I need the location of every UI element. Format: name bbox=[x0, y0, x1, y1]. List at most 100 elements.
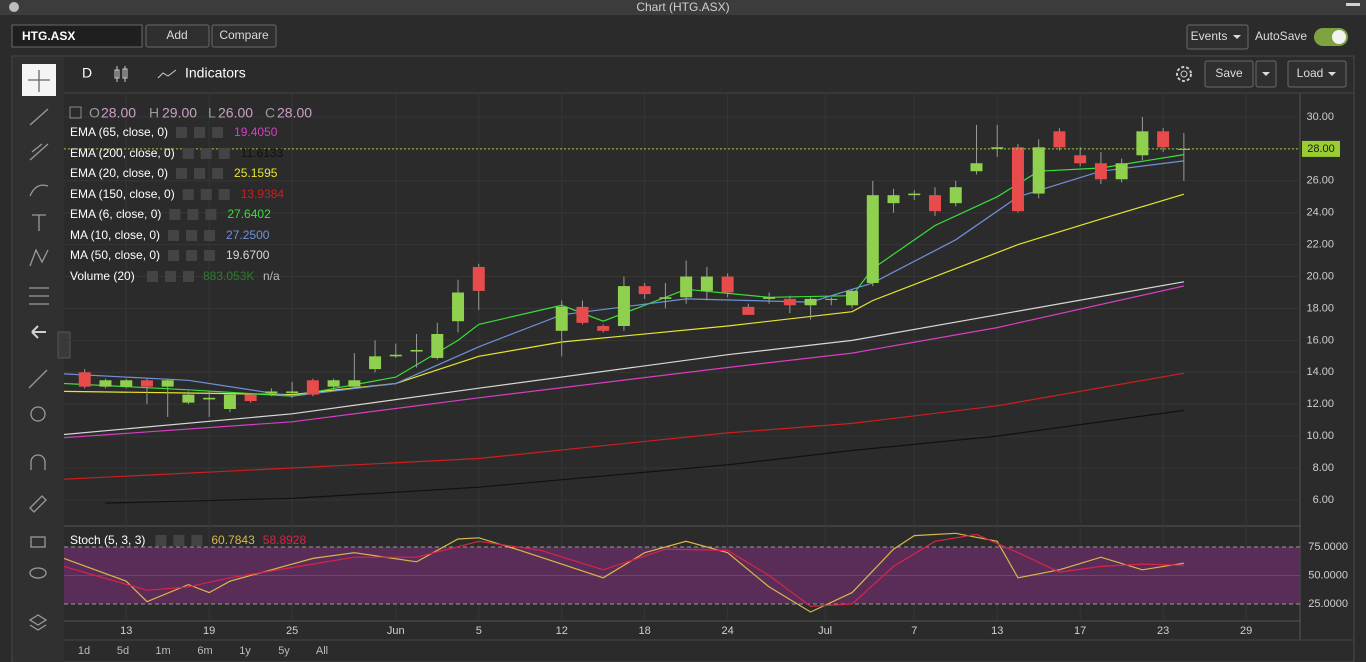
legend-icon[interactable] bbox=[176, 127, 188, 138]
legend-icon[interactable] bbox=[187, 209, 199, 220]
add-button[interactable] bbox=[145, 24, 210, 48]
candle-body bbox=[659, 297, 672, 299]
legend-icon[interactable] bbox=[173, 535, 185, 546]
candle-body bbox=[700, 276, 713, 291]
legend-icon[interactable] bbox=[183, 271, 194, 282]
legend-icon[interactable] bbox=[218, 148, 230, 159]
legend-icon[interactable] bbox=[186, 230, 198, 241]
candle-body bbox=[286, 391, 299, 394]
legend-icon[interactable] bbox=[194, 168, 206, 179]
y-tick-label: 12.00 bbox=[1306, 398, 1334, 410]
candle-body bbox=[410, 349, 423, 352]
candle-body bbox=[763, 297, 776, 299]
window-button[interactable] bbox=[9, 2, 19, 12]
legend-name: EMA (65, close, 0) bbox=[70, 125, 168, 139]
legend-icon[interactable] bbox=[200, 148, 212, 159]
range-button[interactable]: 5y bbox=[278, 645, 290, 657]
candle-body bbox=[929, 195, 942, 212]
brush-tool[interactable] bbox=[29, 184, 49, 197]
settings-icon[interactable] bbox=[1176, 66, 1192, 82]
compare-button[interactable] bbox=[211, 24, 277, 48]
legend-name: MA (10, close, 0) bbox=[70, 228, 160, 242]
range-button[interactable]: 1y bbox=[239, 645, 251, 657]
channel-tool[interactable] bbox=[29, 143, 49, 161]
legend-icon[interactable] bbox=[182, 189, 194, 200]
events-label: Events bbox=[1191, 29, 1228, 43]
legend-icon[interactable] bbox=[165, 271, 176, 282]
legend-icon[interactable] bbox=[218, 189, 230, 200]
legend-icon[interactable] bbox=[168, 230, 180, 241]
measure-tool[interactable] bbox=[28, 369, 48, 389]
candle-body bbox=[161, 380, 174, 387]
legend-icon[interactable] bbox=[204, 250, 216, 261]
legend-icon[interactable] bbox=[155, 535, 167, 546]
candle-body bbox=[223, 394, 236, 409]
text-tool[interactable] bbox=[32, 214, 46, 231]
legend-value: 27.2500 bbox=[226, 228, 270, 242]
candle-body bbox=[597, 326, 610, 331]
legend-icon[interactable] bbox=[212, 127, 224, 138]
indicator-line bbox=[63, 281, 1185, 436]
legend-icon[interactable] bbox=[186, 250, 198, 261]
legend-icon[interactable] bbox=[176, 168, 188, 179]
legend-collapse[interactable] bbox=[69, 106, 82, 119]
tool-sidebar bbox=[13, 57, 64, 662]
load-button[interactable] bbox=[1287, 60, 1347, 88]
legend-icon[interactable] bbox=[205, 209, 217, 220]
y-tick-label: 24.00 bbox=[1306, 207, 1334, 219]
layers-tool[interactable] bbox=[28, 614, 48, 631]
candle-body bbox=[327, 380, 340, 387]
y-tick-label: 16.00 bbox=[1306, 334, 1334, 346]
candle-body bbox=[431, 333, 444, 358]
legend-icon[interactable] bbox=[182, 148, 194, 159]
x-tick-label: 18 bbox=[639, 625, 651, 637]
range-button[interactable]: 6m bbox=[197, 645, 212, 657]
y-tick-label: 50.0000 bbox=[1308, 569, 1348, 581]
pattern-tool[interactable] bbox=[29, 248, 49, 267]
y-tick-label: 26.00 bbox=[1306, 175, 1334, 187]
window-title: Chart (HTG.ASX) bbox=[636, 0, 729, 14]
lock-tool[interactable] bbox=[30, 536, 46, 548]
legend-value: 27.6402 bbox=[227, 207, 271, 221]
legend-name: EMA (200, close, 0) bbox=[70, 146, 175, 160]
period-button[interactable]: D bbox=[82, 65, 92, 81]
collapse-tab[interactable] bbox=[57, 331, 71, 359]
minimize-button[interactable] bbox=[1346, 3, 1360, 6]
indicator-line bbox=[63, 285, 1185, 439]
magnet-tool[interactable] bbox=[30, 454, 46, 470]
range-button[interactable]: All bbox=[316, 645, 328, 657]
save-button[interactable] bbox=[1204, 60, 1254, 88]
candle-body bbox=[680, 276, 693, 298]
indicators-icon bbox=[157, 69, 177, 79]
indicators-button[interactable]: Indicators bbox=[185, 65, 246, 81]
indicator-line bbox=[105, 409, 1184, 504]
legend-icon[interactable] bbox=[147, 271, 158, 282]
back-tool[interactable] bbox=[31, 325, 46, 339]
legend-icon[interactable] bbox=[169, 209, 181, 220]
candle-body bbox=[348, 380, 361, 387]
symbol-input[interactable] bbox=[11, 24, 143, 48]
range-button[interactable]: 5d bbox=[117, 645, 129, 657]
legend-value: 19.6700 bbox=[226, 248, 270, 262]
zoom-tool[interactable] bbox=[30, 406, 46, 422]
visibility-tool[interactable] bbox=[29, 567, 47, 579]
legend-value: 25.1595 bbox=[234, 166, 278, 180]
x-tick-label: Jun bbox=[387, 625, 405, 637]
legend-icon[interactable] bbox=[194, 127, 206, 138]
legend-icon[interactable] bbox=[204, 230, 216, 241]
fib-tool[interactable] bbox=[29, 287, 49, 305]
legend-icon[interactable] bbox=[212, 168, 224, 179]
candle-body bbox=[99, 380, 112, 387]
dropdown-arrow bbox=[1233, 35, 1241, 39]
events-button[interactable] bbox=[1186, 24, 1249, 50]
x-tick-label: 29 bbox=[1240, 625, 1252, 637]
range-button[interactable]: 1m bbox=[155, 645, 170, 657]
legend-icon[interactable] bbox=[168, 250, 180, 261]
legend-icon[interactable] bbox=[191, 535, 203, 546]
legend-icon[interactable] bbox=[200, 189, 212, 200]
legend-name: EMA (150, close, 0) bbox=[70, 187, 175, 201]
line-tool[interactable] bbox=[29, 108, 49, 126]
legend-value: 19.4050 bbox=[234, 125, 278, 139]
range-button[interactable]: 1d bbox=[78, 645, 90, 657]
lock-draw-tool[interactable] bbox=[29, 495, 47, 513]
